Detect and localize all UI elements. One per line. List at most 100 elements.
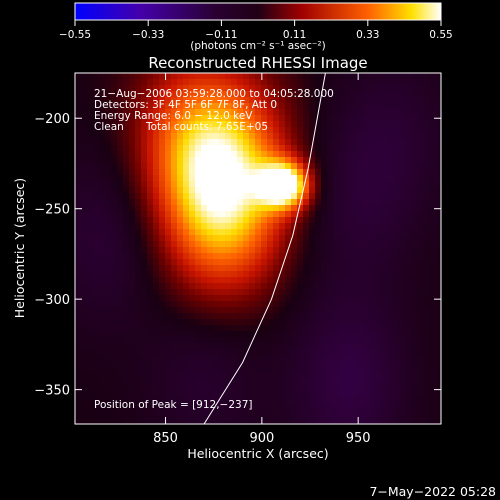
heatmap-cell [405, 97, 412, 104]
heatmap-cell [93, 115, 100, 122]
heatmap-cell [207, 133, 214, 140]
heatmap-cell [411, 217, 418, 224]
heatmap-cell [297, 169, 304, 176]
heatmap-cell [87, 313, 94, 320]
heatmap-cell [291, 277, 298, 284]
heatmap-cell [213, 133, 220, 140]
heatmap-cell [171, 379, 178, 386]
heatmap-cell [399, 115, 406, 122]
heatmap-cell [231, 163, 238, 170]
heatmap-cell [327, 367, 334, 374]
heatmap-cell [171, 253, 178, 260]
heatmap-cell [357, 241, 364, 248]
heatmap-cell [195, 409, 202, 416]
heatmap-cell [219, 103, 226, 110]
heatmap-cell [153, 271, 160, 278]
heatmap-cell [141, 115, 148, 122]
heatmap-cell [177, 85, 184, 92]
heatmap-cell [153, 367, 160, 374]
heatmap-cell [99, 397, 106, 404]
heatmap-cell [99, 337, 106, 344]
heatmap-cell [117, 415, 124, 422]
heatmap-cell [405, 415, 412, 422]
heatmap-cell [207, 289, 214, 296]
heatmap-cell [75, 331, 82, 338]
heatmap-cell [375, 403, 382, 410]
heatmap-cell [321, 151, 328, 158]
heatmap-cell [147, 409, 154, 416]
heatmap-cell [159, 229, 166, 236]
heatmap-cell [201, 301, 208, 308]
heatmap-cell [261, 169, 268, 176]
heatmap-cell [105, 337, 112, 344]
heatmap-cell [351, 127, 358, 134]
heatmap-cell [357, 109, 364, 116]
heatmap-cell [249, 277, 256, 284]
heatmap-cell [93, 79, 100, 86]
heatmap-cell [315, 259, 322, 266]
heatmap-cell [117, 139, 124, 146]
heatmap-cell [435, 73, 441, 80]
heatmap-cell [207, 337, 214, 344]
heatmap-cell [273, 79, 280, 86]
heatmap-cell [333, 205, 340, 212]
heatmap-cell [429, 241, 436, 248]
heatmap-cell [249, 289, 256, 296]
heatmap-cell [255, 229, 262, 236]
heatmap-cell [231, 223, 238, 230]
heatmap-cell [153, 163, 160, 170]
heatmap-cell [183, 409, 190, 416]
heatmap-cell [105, 259, 112, 266]
heatmap-cell [381, 145, 388, 152]
heatmap-cell [93, 319, 100, 326]
heatmap-cell [399, 385, 406, 392]
heatmap-cell [327, 301, 334, 308]
heatmap-cell [135, 301, 142, 308]
heatmap-cell [339, 103, 346, 110]
heatmap-cell [333, 331, 340, 338]
heatmap-cell [201, 421, 208, 424]
heatmap-cell [351, 217, 358, 224]
heatmap-cell [369, 325, 376, 332]
heatmap-cell [243, 73, 250, 80]
heatmap-cell [141, 283, 148, 290]
heatmap-cell [165, 391, 172, 398]
heatmap-cell [261, 367, 268, 374]
heatmap-cell [351, 349, 358, 356]
heatmap-cell [381, 421, 388, 424]
heatmap-cell [99, 73, 106, 80]
heatmap-cell [231, 319, 238, 326]
heatmap-cell [117, 163, 124, 170]
heatmap-cell [423, 211, 430, 218]
heatmap-cell [279, 319, 286, 326]
heatmap-cell [435, 361, 441, 368]
heatmap-cell [165, 295, 172, 302]
heatmap-cell [375, 385, 382, 392]
heatmap-cell [423, 265, 430, 272]
heatmap-cell [99, 409, 106, 416]
heatmap-cell [237, 193, 244, 200]
heatmap-cell [339, 205, 346, 212]
heatmap-cell [333, 97, 340, 104]
heatmap-cell [153, 241, 160, 248]
heatmap-cell [87, 325, 94, 332]
heatmap-cell [285, 409, 292, 416]
heatmap-cell [105, 397, 112, 404]
peak-position-text: Position of Peak = [912,−237] [94, 399, 253, 411]
heatmap-cell [375, 97, 382, 104]
heatmap-cell [243, 151, 250, 158]
heatmap-cell [111, 265, 118, 272]
heatmap-cell [99, 343, 106, 350]
heatmap-cell [243, 157, 250, 164]
heatmap-cell [243, 313, 250, 320]
heatmap-cell [345, 247, 352, 254]
heatmap-cell [207, 331, 214, 338]
heatmap-cell [315, 361, 322, 368]
heatmap-cell [417, 391, 424, 398]
heatmap-cell [249, 259, 256, 266]
heatmap-cell [261, 301, 268, 308]
heatmap-cell [327, 181, 334, 188]
heatmap-cell [405, 373, 412, 380]
heatmap-cell [249, 415, 256, 422]
heatmap-cell [171, 127, 178, 134]
